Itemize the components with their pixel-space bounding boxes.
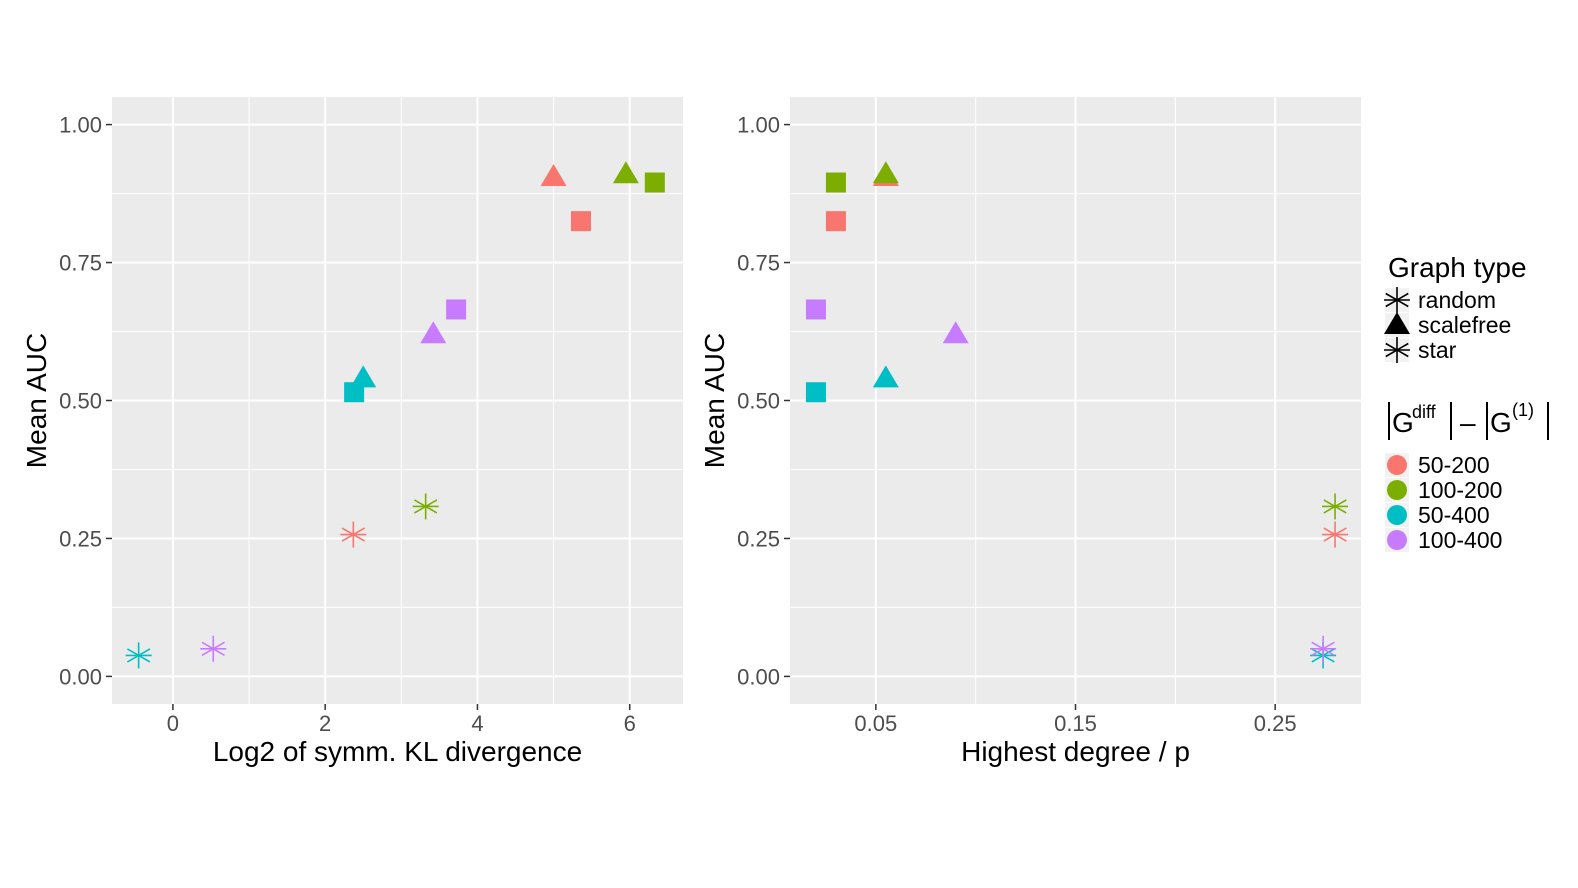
y-tick-label: 0.75 [737, 251, 780, 276]
data-point-random-100-200 [825, 172, 846, 193]
data-point-star-100-200 [412, 493, 439, 520]
y-tick-label: 0.00 [737, 664, 780, 689]
x-tick-label: 2 [319, 711, 331, 736]
legend-shape-label: star [1418, 337, 1457, 363]
right-panel-highest-degree: 0.00 0.25 0.50 0.75 1.00 0.05 0.15 0.25 Highest … [699, 97, 1361, 767]
legend-color-swatch [1387, 455, 1407, 475]
y-tick-label: 0.00 [59, 664, 102, 689]
legend-color-label: 50-200 [1418, 452, 1490, 478]
y-tick-label: 1.00 [59, 113, 102, 138]
data-point-star-100-400 [200, 635, 227, 662]
x-tick-label: 0.05 [854, 711, 897, 736]
data-point-random-100-200 [644, 172, 665, 193]
legend-color-label: 100-400 [1418, 527, 1502, 553]
data-point-random-100-400 [805, 299, 826, 320]
legend-color-title-g2: G [1490, 407, 1512, 438]
data-point-random-50-200 [825, 211, 846, 232]
x-axis-title: Highest degree / p [961, 736, 1190, 767]
x-tick-label: 0.25 [1254, 711, 1297, 736]
legend-color-swatch [1387, 530, 1407, 550]
data-point-scalefree-100-400 [942, 321, 969, 344]
legend-color-label: 50-400 [1418, 502, 1490, 528]
legend-random-icon [1384, 287, 1410, 313]
data-point-scalefree-50-200 [540, 164, 567, 187]
legend-shape-label: scalefree [1418, 312, 1511, 338]
data-point-star-100-400 [1310, 635, 1337, 662]
legend-star-icon [1384, 337, 1410, 363]
y-tick-label: 0.75 [59, 251, 102, 276]
x-tick-label: 6 [624, 711, 636, 736]
data-point-scalefree-100-400 [420, 321, 447, 344]
legend-shape-title: Graph type [1388, 252, 1527, 283]
x-tick-label: 4 [471, 711, 483, 736]
data-point-scalefree-50-400 [350, 365, 377, 388]
data-points [125, 161, 665, 669]
data-point-random-50-400 [805, 382, 826, 403]
data-points [805, 161, 1349, 669]
data-point-scalefree-50-400 [872, 365, 899, 388]
x-tick-label: 0.15 [1054, 711, 1097, 736]
left-panel-kl-divergence: 0.00 0.25 0.50 0.75 1.00 0 2 4 6 Log2 of symm. KL… [21, 97, 683, 767]
legend-color-title-sup1: diff [1412, 402, 1437, 422]
data-point-random-100-400 [446, 299, 467, 320]
y-axis-title: Mean AUC [699, 333, 730, 468]
data-point-scalefree-100-200 [612, 161, 639, 184]
y-tick-label: 0.50 [737, 389, 780, 414]
legend-color-label: 100-200 [1418, 477, 1502, 503]
y-axis-title: Mean AUC [21, 333, 52, 468]
data-point-star-100-200 [1322, 493, 1349, 520]
legend-color-title: G diff – G (1) [1388, 400, 1549, 440]
legend-color-swatch [1387, 480, 1407, 500]
y-tick-label: 0.25 [59, 526, 102, 551]
y-tick-label: 0.50 [59, 389, 102, 414]
legend-shape-label: random [1418, 287, 1496, 313]
y-tick-label: 0.25 [737, 526, 780, 551]
legend-color-title-g1: G [1392, 407, 1414, 438]
x-axis-title: Log2 of symm. KL divergence [213, 736, 582, 767]
data-point-star-50-200 [1322, 521, 1349, 548]
legend-color-title-minus: – [1460, 407, 1476, 438]
legend-scalefree-icon [1384, 312, 1410, 334]
x-tick-label: 0 [167, 711, 179, 736]
legend-color-swatch [1387, 505, 1407, 525]
legend-color-title-sup2: (1) [1512, 400, 1534, 420]
data-point-random-50-200 [570, 211, 591, 232]
data-point-star-50-200 [340, 521, 367, 548]
y-tick-label: 1.00 [737, 113, 780, 138]
data-point-scalefree-100-200 [872, 161, 899, 184]
data-point-star-50-400 [125, 642, 152, 669]
